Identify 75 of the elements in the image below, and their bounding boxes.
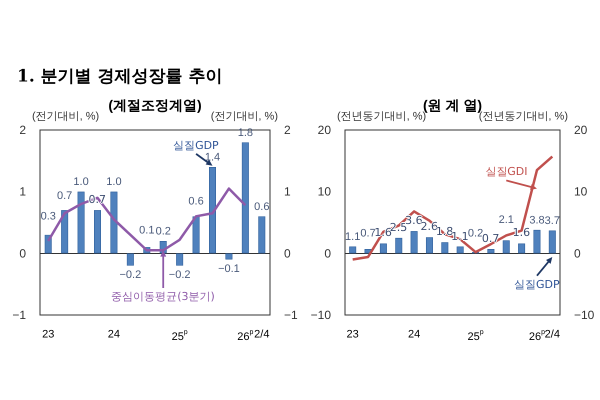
data-label: 0.7: [360, 227, 376, 240]
data-label: 0.7: [56, 190, 72, 202]
data-label: 0.6: [188, 196, 204, 208]
y-tick-label: 1: [19, 184, 26, 199]
bar: [533, 230, 540, 254]
y-axis-title: (전기대비, %): [32, 110, 100, 122]
data-label: 0.3: [40, 210, 56, 222]
data-label: −0.2: [120, 269, 142, 282]
y2-tick-label: 0: [574, 246, 581, 260]
y2-tick-label: 10: [574, 184, 588, 199]
data-label: 1.0: [73, 176, 89, 188]
bar: [349, 246, 356, 254]
y2-tick-label: 1: [284, 184, 291, 199]
data-label: 0.6: [254, 200, 270, 213]
data-label: 3.7: [544, 215, 560, 228]
bar: [110, 192, 118, 254]
bar: [395, 238, 402, 254]
data-label: 0.2: [156, 226, 171, 238]
data-label: 3.6: [405, 214, 423, 228]
y-tick-label: 0: [324, 246, 332, 260]
bar: [242, 142, 249, 254]
y-tick-label: −10: [310, 308, 332, 322]
bar: [225, 253, 232, 260]
x-tick-label: 2/4: [254, 328, 270, 340]
data-label: 1.0: [106, 176, 122, 188]
bar: [94, 210, 101, 254]
y-tick-label: 20: [318, 123, 332, 137]
data-label: 3.8: [529, 214, 545, 226]
bar: [176, 253, 184, 266]
data-label: 2.1: [498, 214, 514, 226]
data-label: 1.6: [512, 226, 530, 240]
data-label: 1.4: [204, 152, 220, 164]
data-label: 1.1: [345, 231, 360, 244]
y2-tick-label: −1: [284, 308, 298, 322]
y2-tick-label: 2: [284, 123, 291, 137]
bar: [380, 243, 387, 254]
y2-tick-label: 20: [574, 123, 588, 137]
chart-subtitle: (계절조정계열): [108, 97, 202, 113]
bar: [126, 253, 134, 266]
chart-subtitle: (원 계 열): [422, 97, 482, 113]
bar: [78, 192, 85, 254]
bar: [441, 242, 448, 254]
data-label: 0.2: [468, 227, 484, 240]
y2-axis-title: (전기대비, %): [210, 110, 278, 122]
x-tick-label: 24: [108, 328, 120, 340]
text: 실질GDP: [514, 276, 560, 292]
bar: [410, 231, 418, 254]
series-label: 실질GDP: [173, 138, 219, 152]
data-label: −0.2: [168, 269, 190, 282]
x-tick-label: 23: [42, 328, 54, 340]
chart-title: 1. 분기별 경제성장률 추이: [17, 66, 223, 86]
bar: [456, 246, 464, 254]
bar: [518, 243, 526, 254]
bar: [61, 210, 68, 254]
series-label: 실질GDI: [485, 164, 528, 180]
y2-tick-label: −10: [574, 308, 595, 322]
text: 중심이동평균(3분기): [111, 289, 215, 304]
data-label: 1.8: [238, 126, 254, 139]
bar: [548, 230, 556, 254]
x-tick-label: 23: [346, 328, 359, 340]
bar: [487, 249, 494, 254]
data-label: 0.7: [482, 232, 500, 246]
y-tick-label: 2: [19, 123, 26, 137]
data-label: 0.1: [139, 224, 154, 237]
y-tick-label: −1: [12, 308, 26, 322]
x-tick-label: 24: [408, 328, 420, 340]
bar: [192, 216, 200, 254]
bar: [502, 240, 510, 254]
y2-tick-label: 0: [284, 246, 291, 260]
data-label: −0.1: [218, 263, 240, 275]
y-tick-label: 10: [318, 184, 332, 199]
bar: [426, 237, 433, 254]
x-tick-label: 2/4: [544, 328, 560, 340]
bar: [258, 216, 266, 254]
y-tick-label: 0: [19, 246, 26, 260]
